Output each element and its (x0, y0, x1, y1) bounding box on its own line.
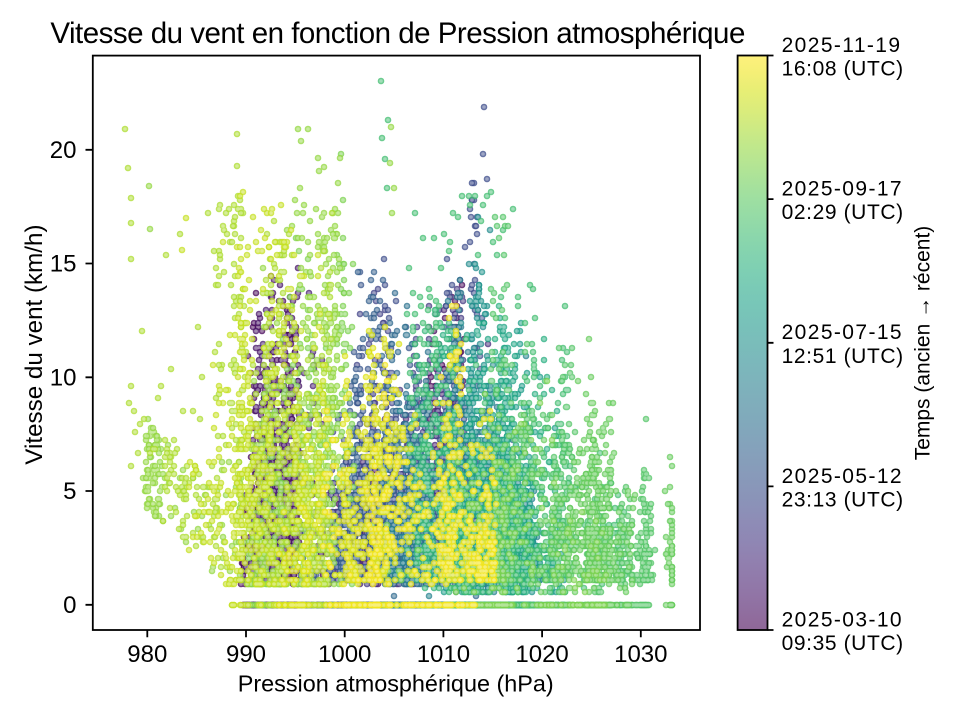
svg-text:1030: 1030 (614, 641, 667, 668)
svg-text:2025-11-19: 2025-11-19 (782, 34, 902, 57)
svg-text:2025-05-12: 2025-05-12 (782, 465, 903, 488)
svg-text:0: 0 (63, 592, 76, 619)
svg-text:2025-09-17: 2025-09-17 (782, 178, 903, 201)
svg-text:2025-07-15: 2025-07-15 (782, 321, 903, 344)
svg-text:Vitesse du vent (km/h): Vitesse du vent (km/h) (21, 225, 48, 465)
svg-text:1020: 1020 (515, 641, 568, 668)
svg-text:10: 10 (50, 365, 77, 392)
svg-text:Vitesse du vent en fonction de: Vitesse du vent en fonction de Pression … (50, 17, 745, 50)
svg-text:12:51 (UTC): 12:51 (UTC) (782, 345, 904, 368)
svg-text:09:35 (UTC): 09:35 (UTC) (782, 632, 904, 655)
svg-text:1010: 1010 (417, 641, 470, 668)
svg-text:20: 20 (50, 137, 77, 164)
svg-text:5: 5 (63, 478, 76, 505)
svg-text:Pression atmosphérique (hPa): Pression atmosphérique (hPa) (238, 670, 554, 696)
svg-text:990: 990 (226, 641, 266, 668)
svg-text:Temps (ancien → récent): Temps (ancien → récent) (912, 226, 935, 461)
svg-text:16:08 (UTC): 16:08 (UTC) (782, 58, 904, 81)
svg-text:980: 980 (127, 641, 167, 668)
svg-text:1000: 1000 (318, 641, 371, 668)
svg-text:02:29 (UTC): 02:29 (UTC) (782, 201, 904, 224)
svg-text:15: 15 (50, 251, 77, 278)
svg-text:2025-03-10: 2025-03-10 (782, 608, 903, 631)
svg-text:23:13 (UTC): 23:13 (UTC) (782, 489, 904, 512)
